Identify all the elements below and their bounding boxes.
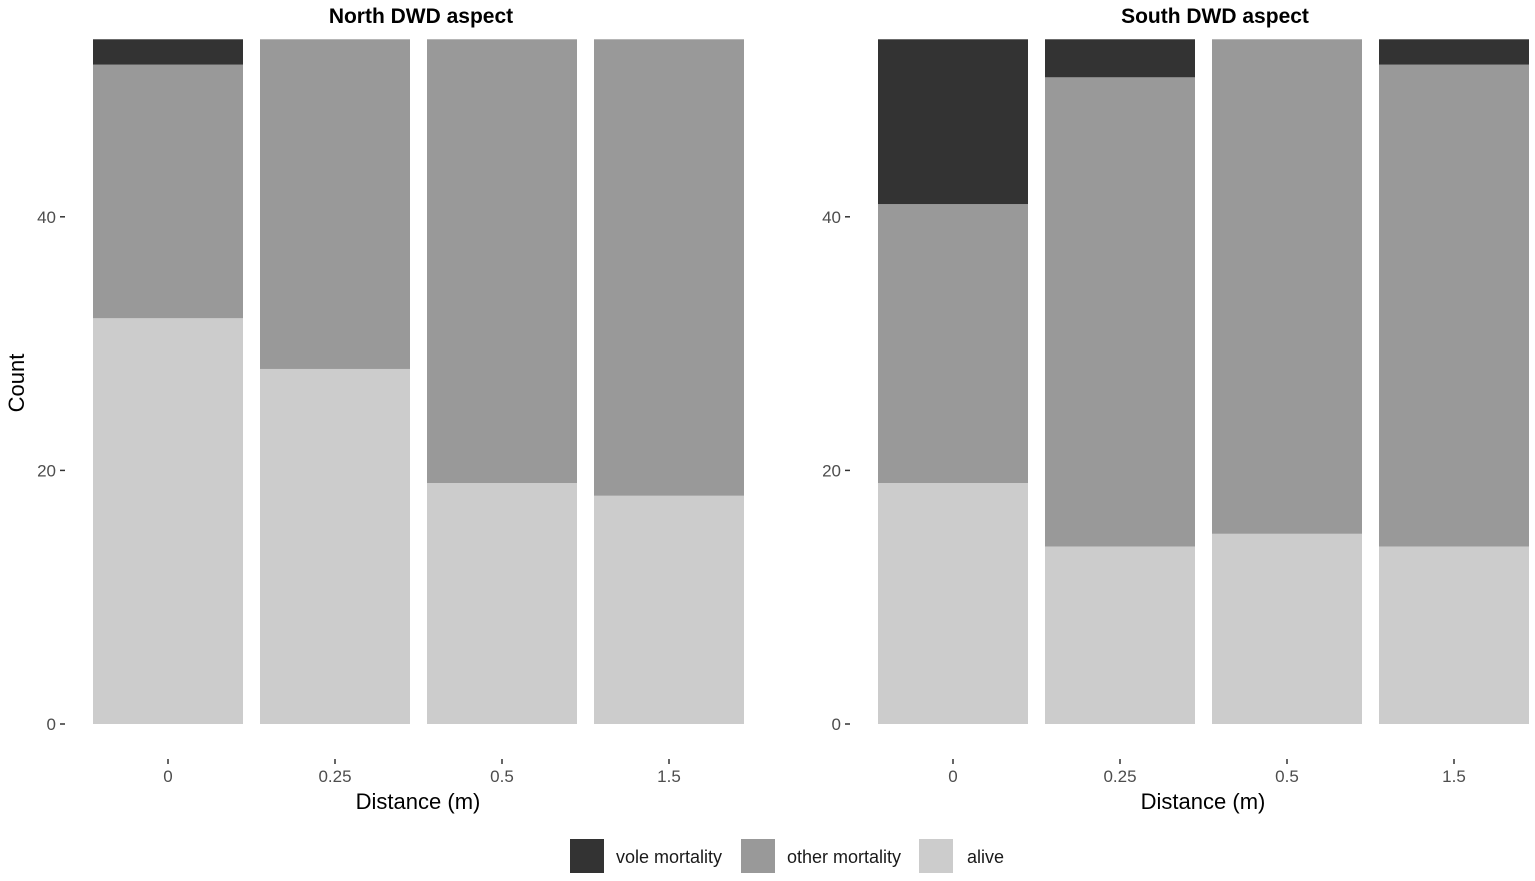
y-axis-title: Count [4,354,29,413]
y-tick-label: 40 [822,208,841,227]
bar-north-0.25-alive [260,368,410,724]
legend-label-alive: alive [967,847,1004,867]
bar-south-0.25-alive [1045,546,1195,724]
bar-south-1.5-alive [1379,546,1529,724]
bar-south-0-alive [878,483,1028,724]
y-axis-south: 0 20 40 [822,208,850,734]
x-axis-north: 0 0.25 0.5 1.5 [163,759,681,786]
x-tick-label: 1.5 [657,767,681,786]
y-tick-label: 20 [822,461,841,480]
x-tick-label: 0 [163,767,172,786]
panel-north: North DWD aspect Count Distance (m) 0 20 4… [4,5,744,814]
x-tick-label: 0 [948,767,957,786]
bar-south-0.25-other-mortality [1045,77,1195,547]
bar-south-0-other-mortality [878,204,1028,484]
x-tick-label: 0.5 [1275,767,1299,786]
y-tick-label: 0 [47,715,56,734]
x-axis-title-north: Distance (m) [356,789,481,814]
bar-south-0-vole-mortality [878,39,1028,205]
x-axis-south: 0 0.25 0.5 1.5 [948,759,1466,786]
legend-key-other-mortality [741,839,775,873]
x-tick-label: 0.25 [318,767,351,786]
bar-north-0.5-other-mortality [427,39,577,484]
bar-north-0-other-mortality [93,64,243,319]
panel-title-south: South DWD aspect [1121,5,1309,28]
legend-label-other-mortality: other mortality [787,847,901,867]
legend-key-vole-mortality [570,839,604,873]
bars-south [878,39,1529,724]
panel-title-north: North DWD aspect [329,5,513,28]
legend-key-alive [919,839,953,873]
x-tick-label: 0.25 [1103,767,1136,786]
y-tick-label: 40 [37,208,56,227]
bar-north-0.5-alive [427,483,577,724]
x-tick-label: 1.5 [1442,767,1466,786]
bar-north-0.25-other-mortality [260,39,410,369]
bar-north-0-alive [93,318,243,724]
x-axis-title-south: Distance (m) [1141,789,1266,814]
bars-north [93,39,744,724]
x-tick-label: 0.5 [490,767,514,786]
y-tick-label: 0 [832,715,841,734]
bar-south-1.5-vole-mortality [1379,39,1529,65]
bar-south-1.5-other-mortality [1379,64,1529,547]
bar-north-0-vole-mortality [93,39,243,65]
bar-south-0.5-alive [1212,533,1362,724]
legend: vole mortality other mortality alive [570,839,1004,873]
y-axis-north: 0 20 40 [37,208,65,734]
legend-label-vole-mortality: vole mortality [616,847,722,867]
bar-north-1.5-alive [594,495,744,724]
bar-north-1.5-other-mortality [594,39,744,496]
bar-south-0.25-vole-mortality [1045,39,1195,78]
y-tick-label: 20 [37,461,56,480]
panel-south: South DWD aspect Distance (m) 0 20 40 0 0.2… [822,5,1529,814]
bar-south-0.5-other-mortality [1212,39,1362,534]
